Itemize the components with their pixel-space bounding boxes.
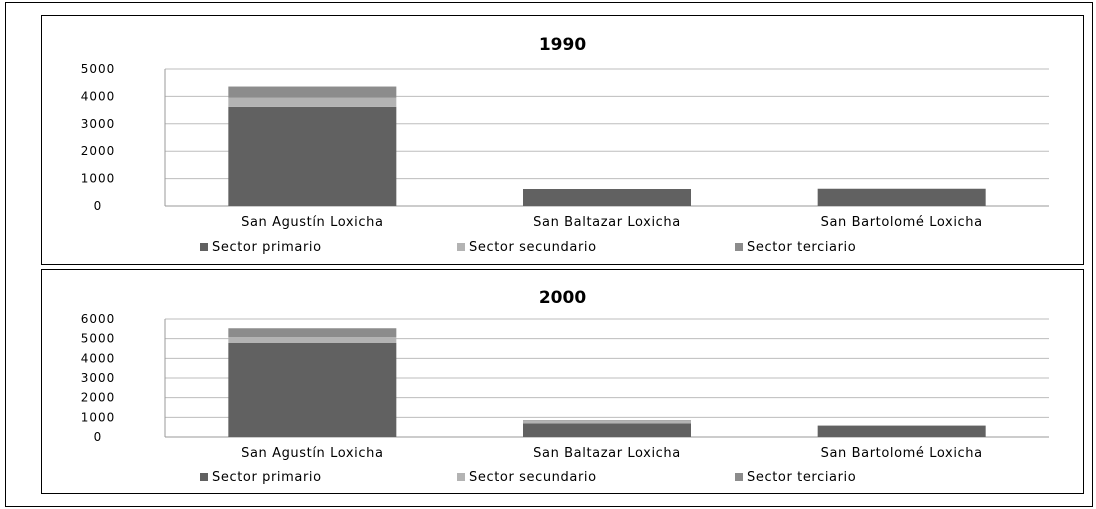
- category-label: San Agustín Loxicha: [241, 446, 383, 461]
- bar-segment: [523, 423, 691, 437]
- bar-segment: [523, 421, 691, 424]
- category-label: San Bartolomé Loxicha: [821, 215, 983, 230]
- legend-label: Sector primario: [212, 240, 322, 255]
- legend-swatch: [200, 473, 208, 481]
- legend-swatch: [735, 243, 743, 251]
- bar-segment: [523, 189, 691, 206]
- y-tick-label: 4000: [81, 351, 116, 365]
- bar-segment: [228, 337, 397, 343]
- legend-label: Sector terciario: [747, 240, 856, 255]
- y-tick-label: 1000: [81, 172, 116, 186]
- y-tick-label: 0: [94, 199, 103, 213]
- y-tick-label: 4000: [81, 89, 116, 103]
- chart-svg: 2000 0 1000 2000 3000 4000 5000 6000 San Agustín…: [81, 288, 1049, 485]
- y-tick-label: 0: [94, 430, 103, 444]
- chart-1990: 1990 0 1000 2000 3000 4000 5000 San Agustín Lox…: [41, 15, 1084, 265]
- legend-swatch: [735, 473, 743, 481]
- bar-segment: [228, 97, 397, 107]
- bar-segment: [228, 328, 397, 338]
- category-label: San Baltazar Loxicha: [533, 446, 681, 461]
- chart-title: 1990: [539, 35, 586, 55]
- bar-segment: [228, 86, 397, 98]
- y-tick-label: 2000: [81, 144, 116, 158]
- legend-swatch: [200, 243, 208, 251]
- y-tick-label: 1000: [81, 410, 116, 424]
- bar-segment: [523, 420, 691, 422]
- chart-svg: 1990 0 1000 2000 3000 4000 5000 San Agustín Lox…: [81, 35, 1049, 255]
- legend-swatch: [457, 473, 465, 481]
- legend-label: Sector secundario: [469, 470, 597, 485]
- bar-segment: [228, 342, 397, 437]
- legend-swatch: [457, 243, 465, 251]
- figure-frame: 1990 0 1000 2000 3000 4000 5000 San Agustín Lox…: [5, 2, 1093, 507]
- category-label: San Baltazar Loxicha: [533, 215, 681, 230]
- bar-segment: [817, 425, 986, 437]
- y-tick-label: 3000: [81, 371, 116, 385]
- y-tick-label: 5000: [81, 62, 116, 76]
- y-tick-label: 3000: [81, 117, 116, 131]
- category-label: San Bartolomé Loxicha: [821, 446, 983, 461]
- bar-segment: [228, 106, 397, 206]
- chart-title: 2000: [539, 288, 586, 308]
- y-tick-label: 2000: [81, 391, 116, 405]
- legend-label: Sector primario: [212, 470, 322, 485]
- bar-segment: [817, 188, 986, 206]
- y-tick-label: 6000: [81, 312, 116, 326]
- legend-label: Sector terciario: [747, 470, 856, 485]
- legend-label: Sector secundario: [469, 240, 597, 255]
- y-tick-label: 5000: [81, 332, 116, 346]
- chart-2000: 2000 0 1000 2000 3000 4000 5000 6000 San Agustín…: [41, 269, 1084, 494]
- category-label: San Agustín Loxicha: [241, 215, 383, 230]
